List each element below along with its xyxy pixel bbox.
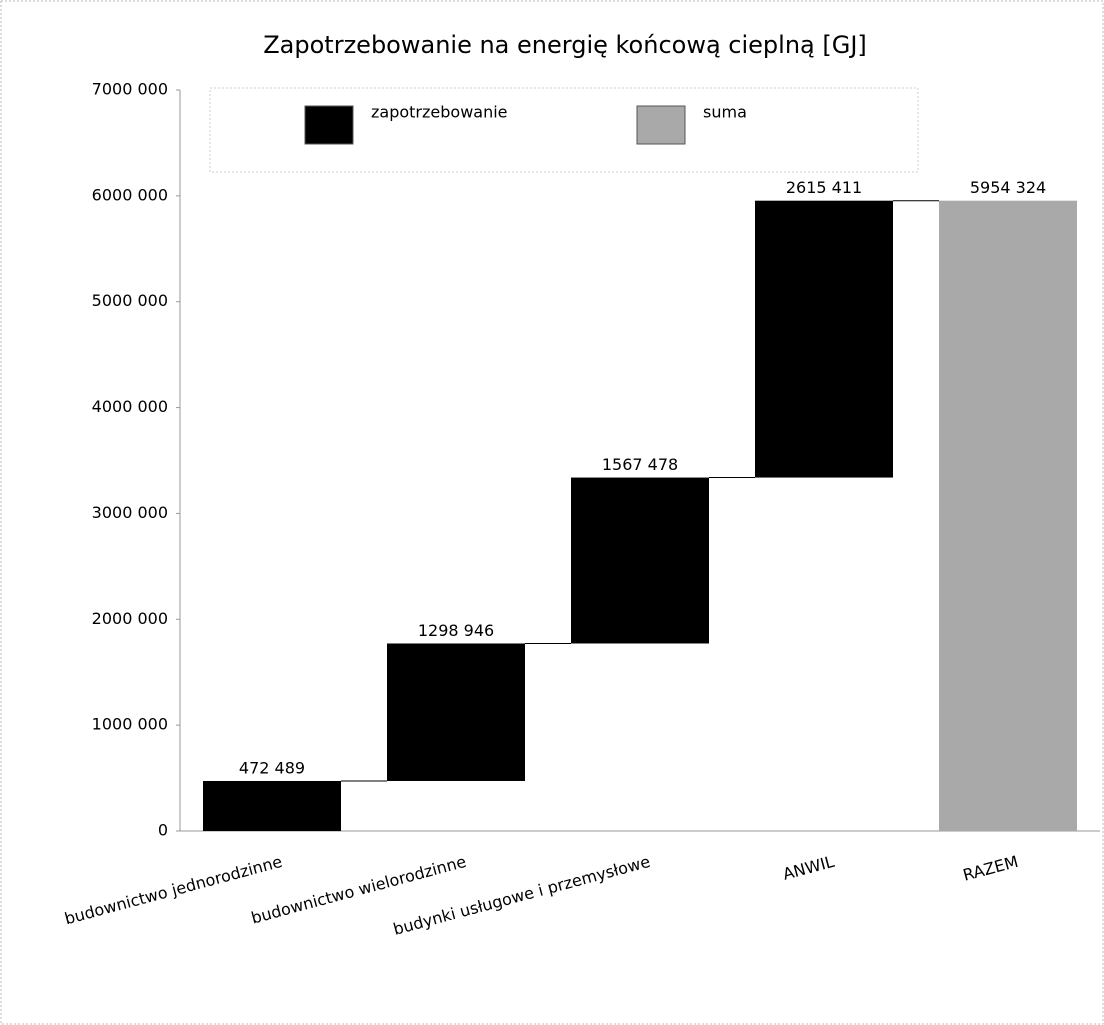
legend-swatch	[636, 105, 686, 145]
x-tick-label: ANWIL	[781, 852, 837, 884]
chart-title: Zapotrzebowanie na energię końcową ciepl…	[263, 31, 867, 59]
y-tick-label: 6000 000	[92, 185, 168, 204]
y-tick-label: 1000 000	[92, 715, 168, 734]
value-label: 5954 324	[970, 178, 1046, 197]
bar	[755, 200, 893, 478]
value-label: 2615 411	[786, 178, 862, 197]
y-tick-label: 0	[158, 821, 168, 840]
bar	[571, 477, 709, 644]
value-label: 1298 946	[418, 621, 494, 640]
legend-label: suma	[703, 103, 747, 122]
bar	[939, 200, 1077, 832]
y-tick-label: 3000 000	[92, 503, 168, 522]
value-label: 472 489	[239, 758, 305, 777]
legend-swatch	[304, 105, 354, 145]
y-tick-label: 5000 000	[92, 291, 168, 310]
value-label: 1567 478	[602, 455, 678, 474]
y-tick-label: 4000 000	[92, 397, 168, 416]
bar	[387, 643, 525, 781]
legend-box	[209, 87, 919, 173]
bar	[203, 780, 341, 831]
y-tick-label: 2000 000	[92, 609, 168, 628]
y-tick-label: 7000 000	[92, 80, 168, 99]
legend-label: zapotrzebowanie	[371, 103, 508, 122]
x-tick-label: RAZEM	[961, 852, 1020, 885]
